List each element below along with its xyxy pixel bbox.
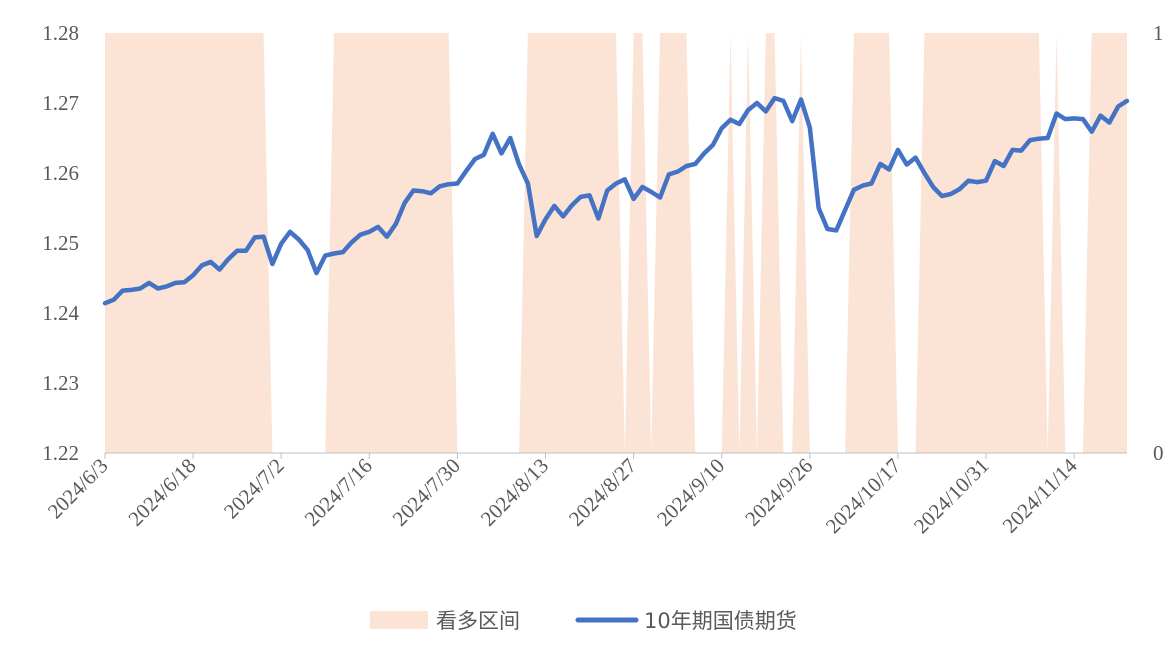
bullish-area — [105, 33, 1127, 453]
x-tick-label: 2024/6/18 — [123, 454, 200, 531]
y-tick-label: 1.25 — [42, 231, 79, 255]
y-tick-label: 1.22 — [42, 441, 79, 465]
y-tick-label: 1.28 — [42, 21, 79, 45]
futures-line-layer — [102, 95, 1130, 306]
x-tick-label: 2024/7/30 — [388, 454, 465, 531]
legend-label-bullish: 看多区间 — [436, 609, 520, 633]
y-tick-label: 1.26 — [42, 161, 79, 185]
y-tick-label: 1.27 — [42, 91, 79, 115]
axis-layer — [104, 452, 1127, 459]
x-tick-label: 2024/10/31 — [909, 454, 994, 539]
x-tick-label: 2024/8/27 — [564, 454, 641, 531]
x-tick-label: 2024/9/10 — [652, 454, 729, 531]
legend: 看多区间 10年期国债期货 — [370, 609, 797, 633]
bullish-area-layer — [105, 33, 1127, 453]
y-tick-label: 1.23 — [42, 371, 79, 395]
x-tick-label: 2024/9/26 — [740, 454, 817, 531]
y-tick-label: 1.24 — [42, 301, 79, 325]
x-tick-label: 2024/10/17 — [821, 454, 906, 539]
x-tick-label: 2024/11/14 — [998, 453, 1082, 537]
x-tick-label: 2024/7/16 — [300, 454, 377, 531]
y2-tick-label: 1 — [1153, 21, 1164, 45]
legend-label-futures: 10年期国债期货 — [644, 609, 797, 633]
futures-line — [102, 95, 1130, 306]
x-tick-label: 2024/8/13 — [476, 454, 553, 531]
y2-tick-label: 0 — [1153, 441, 1164, 465]
x-tick-label: 2024/7/2 — [219, 454, 289, 524]
legend-swatch-bullish — [370, 611, 428, 629]
